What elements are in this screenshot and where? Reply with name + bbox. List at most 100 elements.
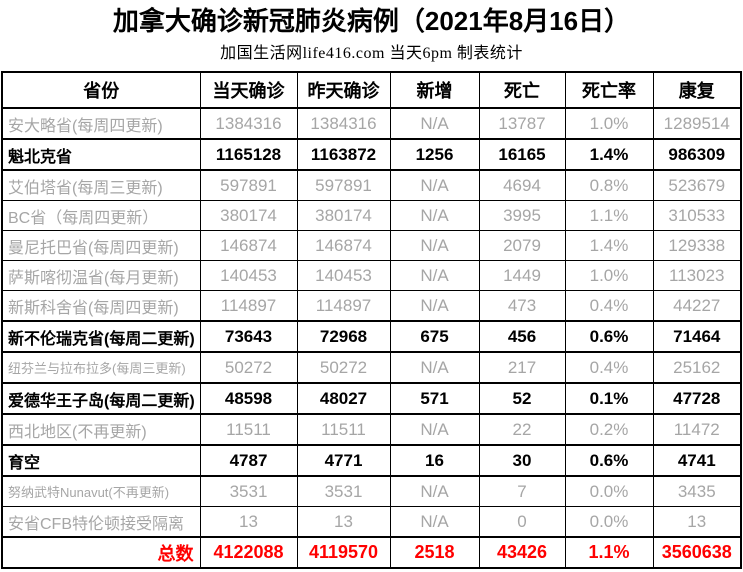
recovered-cell: 310533 — [652, 200, 742, 231]
header-row: 省份 当天确诊 昨天确诊 新增 死亡 死亡率 康复 — [1, 71, 742, 109]
province-row: BC省（每周四更新） 380174 380174 N/A 3995 1.1% 310533 — [1, 200, 742, 231]
added-cell: N/A — [389, 351, 480, 384]
deaths-cell: 13787 — [478, 107, 566, 140]
recovered-cell: 44227 — [652, 290, 742, 322]
column-header-yesterday: 昨天确诊 — [296, 71, 391, 109]
province-row: 曼尼托巴省(每周四更新) 146874 146874 N/A 2079 1.4% 12933… — [1, 230, 742, 261]
province-cell: 纽芬兰与拉布拉多(每周三更新) — [1, 351, 201, 384]
today-cell: 3531 — [199, 475, 298, 507]
province-row: 艾伯塔省(每周三更新) 597891 597891 N/A 4694 0.8% 523679 — [1, 169, 742, 201]
province-cell: 安省CFB特伦顿接受隔离 — [1, 506, 201, 538]
added-cell: 16 — [389, 444, 480, 477]
deaths-cell: 2079 — [478, 230, 566, 261]
province-row: 新斯科舍省(每周四更新) 114897 114897 N/A 473 0.4% 44227 — [1, 290, 742, 322]
deaths-cell: 0 — [478, 506, 566, 538]
table-body: 安大略省(每周四更新) 1384316 1384316 N/A 13787 1.0% 128… — [1, 107, 742, 569]
province-row: 安省CFB特伦顿接受隔离 13 13 N/A 0 0.0% 13 — [1, 506, 742, 538]
province-cell: 努纳武特Nunavut(不再更新) — [1, 475, 201, 507]
province-cell: 魁北克省 — [1, 138, 201, 171]
yesterday-cell: 11511 — [296, 413, 391, 446]
recovered-cell: 1289514 — [652, 107, 742, 140]
recovered-cell: 25162 — [652, 351, 742, 384]
rate-cell: 1.0% — [564, 107, 654, 140]
page-title: 加拿大确诊新冠肺炎病例（2021年8月16日） — [112, 6, 631, 36]
recovered-cell: 523679 — [652, 169, 742, 201]
deaths-cell: 3995 — [478, 200, 566, 231]
province-cell: 总数 — [1, 536, 201, 569]
added-cell: N/A — [389, 506, 480, 538]
deaths-cell: 456 — [478, 320, 566, 353]
rate-cell: 0.1% — [564, 382, 654, 415]
deaths-cell: 473 — [478, 290, 566, 322]
added-cell: 1256 — [389, 138, 480, 171]
province-row: 爱德华王子岛(每周二更新) 48598 48027 571 52 0.1% 47728 — [1, 382, 742, 415]
total-row: 总数 4122088 4119570 2518 43426 1.1% 3560638 — [1, 536, 742, 569]
recovered-cell: 3560638 — [652, 536, 742, 569]
province-row: 育空 4787 4771 16 30 0.6% 4741 — [1, 444, 742, 477]
added-cell: N/A — [389, 169, 480, 201]
recovered-cell: 986309 — [652, 138, 742, 171]
recovered-cell: 129338 — [652, 230, 742, 261]
yesterday-cell: 48027 — [296, 382, 391, 415]
yesterday-cell: 72968 — [296, 320, 391, 353]
today-cell: 114897 — [199, 290, 298, 322]
province-row: 努纳武特Nunavut(不再更新) 3531 3531 N/A 7 0.0% 3435 — [1, 475, 742, 507]
rate-cell: 1.1% — [564, 200, 654, 231]
deaths-cell: 7 — [478, 475, 566, 507]
today-cell: 597891 — [199, 169, 298, 201]
province-cell: 安大略省(每周四更新) — [1, 107, 201, 140]
yesterday-cell: 50272 — [296, 351, 391, 384]
rate-cell: 0.0% — [564, 475, 654, 507]
column-header-deaths: 死亡 — [478, 71, 566, 109]
province-cell: 育空 — [1, 444, 201, 477]
added-cell: N/A — [389, 260, 480, 291]
yesterday-cell: 4119570 — [296, 536, 391, 569]
today-cell: 50272 — [199, 351, 298, 384]
rate-cell: 0.4% — [564, 290, 654, 322]
yesterday-cell: 3531 — [296, 475, 391, 507]
deaths-cell: 1449 — [478, 260, 566, 291]
recovered-cell: 4741 — [652, 444, 742, 477]
added-cell: N/A — [389, 290, 480, 322]
province-cell: 艾伯塔省(每周三更新) — [1, 169, 201, 201]
today-cell: 1384316 — [199, 107, 298, 140]
yesterday-cell: 13 — [296, 506, 391, 538]
today-cell: 380174 — [199, 200, 298, 231]
rate-cell: 1.4% — [564, 230, 654, 261]
today-cell: 140453 — [199, 260, 298, 291]
rate-cell: 0.6% — [564, 320, 654, 353]
column-header-new: 新增 — [389, 71, 480, 109]
deaths-cell: 30 — [478, 444, 566, 477]
added-cell: 675 — [389, 320, 480, 353]
deaths-cell: 16165 — [478, 138, 566, 171]
today-cell: 146874 — [199, 230, 298, 261]
yesterday-cell: 114897 — [296, 290, 391, 322]
province-row: 魁北克省 1165128 1163872 1256 16165 1.4% 986309 — [1, 138, 742, 171]
rate-cell: 1.4% — [564, 138, 654, 171]
province-row: 西北地区(不再更新) 11511 11511 N/A 22 0.2% 11472 — [1, 413, 742, 446]
province-cell: BC省（每周四更新） — [1, 200, 201, 231]
deaths-cell: 52 — [478, 382, 566, 415]
yesterday-cell: 1163872 — [296, 138, 391, 171]
added-cell: 571 — [389, 382, 480, 415]
today-cell: 73643 — [199, 320, 298, 353]
recovered-cell: 113023 — [652, 260, 742, 291]
rate-cell: 0.8% — [564, 169, 654, 201]
recovered-cell: 47728 — [652, 382, 742, 415]
yesterday-cell: 146874 — [296, 230, 391, 261]
deaths-cell: 43426 — [478, 536, 566, 569]
yesterday-cell: 380174 — [296, 200, 391, 231]
province-cell: 爱德华王子岛(每周二更新) — [1, 382, 201, 415]
rate-cell: 0.2% — [564, 413, 654, 446]
province-cell: 新斯科舍省(每周四更新) — [1, 290, 201, 322]
added-cell: N/A — [389, 230, 480, 261]
added-cell: N/A — [389, 475, 480, 507]
rate-cell: 0.6% — [564, 444, 654, 477]
province-cell: 新不伦瑞克省(每周二更新) — [1, 320, 201, 353]
rate-cell: 0.4% — [564, 351, 654, 384]
province-cell: 萨斯喀彻温省(每月更新) — [1, 260, 201, 291]
rate-cell: 1.1% — [564, 536, 654, 569]
today-cell: 4787 — [199, 444, 298, 477]
yesterday-cell: 4771 — [296, 444, 391, 477]
